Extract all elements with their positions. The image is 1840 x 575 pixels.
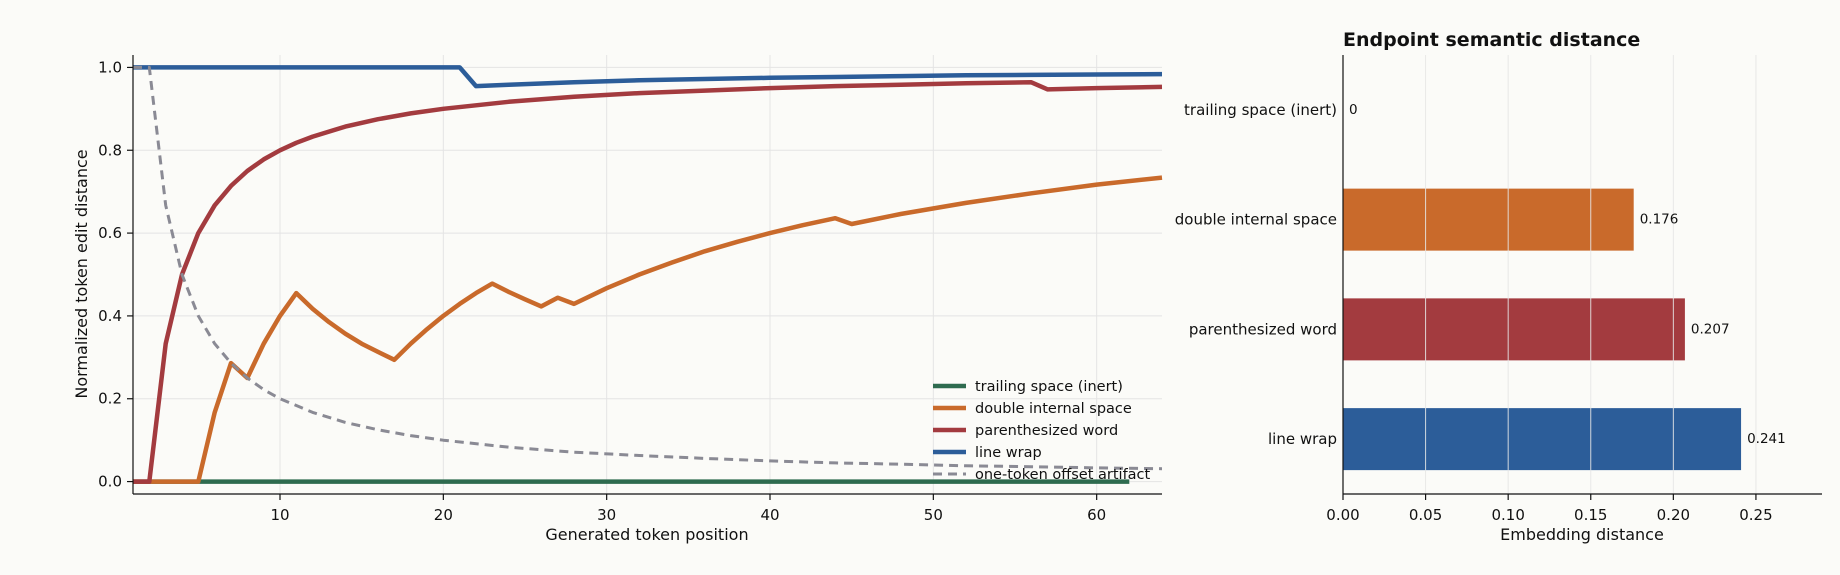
line-chart-x-tick-label: 20 — [434, 506, 453, 524]
legend-label-1: double internal space — [975, 401, 1132, 417]
bar-chart-x-tick-label: 0.25 — [1739, 506, 1772, 524]
legend-label-3: line wrap — [975, 445, 1042, 461]
line-chart-y-tick-label: 0.0 — [98, 473, 122, 491]
bar-chart-panel: Endpoint semantic distance 0.00 0.05 0.10 0… — [1175, 29, 1822, 544]
bar-1 — [1343, 188, 1634, 251]
bar-2 — [1343, 298, 1685, 361]
line-series-2 — [133, 80, 1163, 484]
bar-chart-x-tick-label: 0.20 — [1657, 506, 1690, 524]
bar-chart-bars — [1343, 188, 1742, 471]
bar-chart-x-tick-label: 0.15 — [1574, 506, 1607, 524]
line-series-1 — [133, 175, 1163, 484]
bar-chart-category-labels: trailing space (inert) double internal sp… — [1175, 101, 1337, 448]
line-chart-y-label: Normalized token edit distance — [72, 149, 91, 398]
bar-category-label-3: line wrap — [1268, 430, 1337, 448]
line-chart-x-tick-label: 40 — [760, 506, 779, 524]
line-chart-x-tick-label: 60 — [1087, 506, 1106, 524]
bar-category-label-1: double internal space — [1175, 211, 1337, 229]
bar-value-label-1: 0.176 — [1640, 212, 1679, 228]
line-chart-x-tick-label: 10 — [270, 506, 289, 524]
line-chart-y-tick-label: 0.8 — [98, 141, 122, 159]
bar-chart-x-tick-label: 0.10 — [1491, 506, 1524, 524]
legend-label-4: one-token offset artifact — [975, 467, 1151, 483]
bar-chart-x-label: Embedding distance — [1500, 525, 1664, 544]
line-chart-x-tick-label: 30 — [597, 506, 616, 524]
bar-value-label-2: 0.207 — [1691, 321, 1730, 337]
line-chart-x-tick-label: 50 — [924, 506, 943, 524]
line-chart-x-label: Generated token position — [545, 525, 748, 544]
line-series-4 — [133, 65, 1163, 471]
line-chart-y-tick-label: 0.4 — [98, 307, 122, 325]
line-chart-y-tick-label: 0.6 — [98, 224, 122, 242]
bar-chart-x-tick-label: 0.00 — [1326, 506, 1359, 524]
legend-label-2: parenthesized word — [975, 423, 1118, 439]
line-chart-series — [133, 65, 1163, 484]
line-chart-y-tick-label: 1.0 — [98, 58, 122, 76]
bar-3 — [1343, 408, 1742, 471]
bar-category-label-2: parenthesized word — [1189, 320, 1337, 338]
bar-chart-value-labels: 0 0.176 0.207 0.241 — [1349, 102, 1786, 447]
line-chart-y-ticks: 0.0 0.2 0.4 0.6 0.8 1.0 — [98, 58, 133, 491]
line-chart-legend: trailing space (inert) double internal sp… — [933, 379, 1151, 483]
line-chart-panel: 10 20 30 40 50 60 0.0 0.2 0.4 0.6 0.8 1.0 Generate… — [72, 55, 1163, 544]
bar-chart-title: Endpoint semantic distance — [1343, 29, 1640, 51]
bar-chart-x-ticks: 0.00 0.05 0.10 0.15 0.20 0.25 — [1326, 494, 1773, 524]
legend-label-0: trailing space (inert) — [975, 379, 1123, 395]
bar-value-label-3: 0.241 — [1747, 431, 1786, 447]
line-chart-y-tick-label: 0.2 — [98, 390, 122, 408]
line-chart-x-ticks: 10 20 30 40 50 60 — [270, 494, 1106, 524]
line-series-3 — [133, 65, 1163, 89]
bar-category-label-0: trailing space (inert) — [1184, 101, 1337, 119]
bar-chart-x-tick-label: 0.05 — [1409, 506, 1442, 524]
bar-value-label-0: 0 — [1349, 102, 1358, 118]
